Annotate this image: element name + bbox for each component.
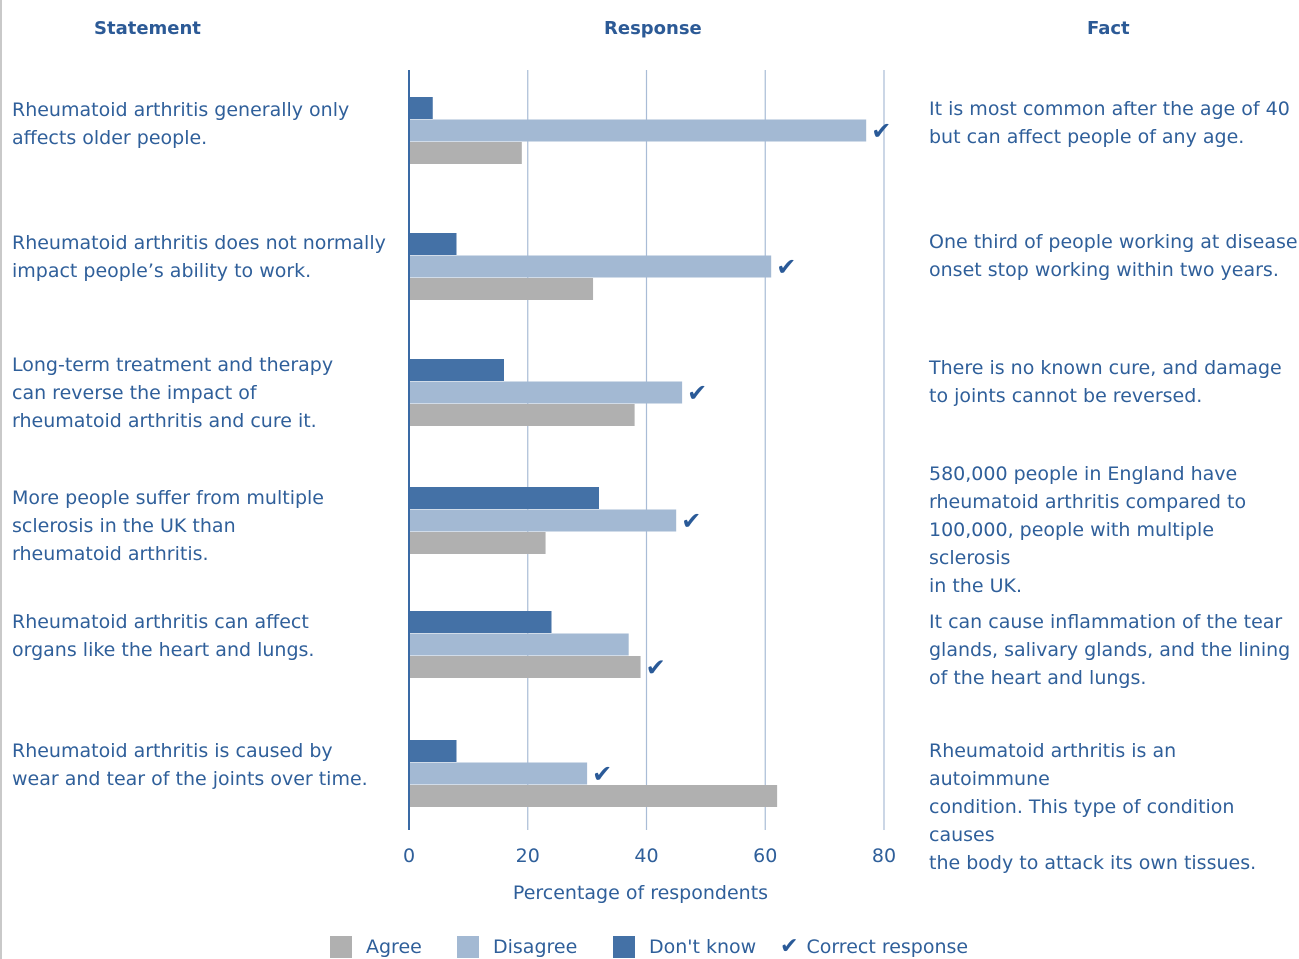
x-tick-label: 20 (516, 845, 540, 867)
bar-agree (409, 656, 641, 678)
fact-text-3: There is no known cure, and damage to jo… (929, 354, 1299, 410)
fact-line: 100,000, people with multiple sclerosis (929, 519, 1215, 569)
fact-line: It can cause inflammation of the tear (929, 611, 1283, 633)
statement-line: affects older people. (12, 127, 208, 149)
statement-line: can reverse the impact of (12, 382, 257, 404)
legend-correct: ✔ Correct response (780, 934, 968, 959)
fact-line: onset stop working within two years. (929, 259, 1279, 281)
bar-agree (409, 404, 635, 426)
check-icon: ✔ (780, 934, 799, 959)
bar-disagree (409, 255, 772, 278)
fact-text-4: 580,000 people in England have rheumatoi… (929, 460, 1299, 600)
bar-disagree (409, 119, 867, 142)
bar-agree (409, 785, 778, 807)
correct-check-icon: ✔ (646, 653, 666, 681)
fact-line: of the heart and lungs. (929, 667, 1147, 689)
fact-line: There is no known cure, and damage (929, 357, 1282, 379)
fact-line: rheumatoid arthritis compared to (929, 491, 1247, 513)
correct-check-icon: ✔ (592, 760, 612, 788)
statement-line: Long-term treatment and therapy (12, 354, 334, 376)
x-tick-label: 60 (753, 845, 777, 867)
statement-text-5: Rheumatoid arthritis can affect organs l… (12, 608, 397, 664)
legend-disagree-swatch (457, 935, 479, 958)
bar-dont-know (409, 359, 504, 381)
bar-dont-know (409, 611, 552, 633)
bar-dont-know (409, 97, 433, 119)
fact-text-1: It is most common after the age of 40 bu… (929, 95, 1299, 151)
legend-dont-know: Don't know (613, 934, 756, 959)
response-header: Response (604, 18, 702, 39)
fact-header: Fact (1087, 18, 1130, 39)
statement-line: More people suffer from multiple (12, 487, 324, 509)
statement-line: Rheumatoid arthritis is caused by (12, 740, 333, 762)
x-tick-label: 40 (634, 845, 658, 867)
fact-line: in the UK. (929, 575, 1022, 597)
fact-line: to joints cannot be reversed. (929, 385, 1203, 407)
bar-dont-know (409, 487, 599, 509)
fact-line: Rheumatoid arthritis is an autoimmune (929, 740, 1177, 790)
statement-text-2: Rheumatoid arthritis does not normally i… (12, 229, 397, 285)
bar-agree (409, 278, 594, 300)
fact-text-2: One third of people working at disease o… (929, 228, 1299, 284)
legend-disagree-label: Disagree (493, 935, 578, 958)
x-tick-label: 80 (872, 845, 896, 867)
bar-agree (409, 532, 546, 554)
fact-line: condition. This type of condition causes (929, 796, 1235, 846)
fact-text-6: Rheumatoid arthritis is an autoimmune co… (929, 737, 1299, 877)
legend-agree-swatch (330, 935, 352, 958)
statement-line: Rheumatoid arthritis can affect (12, 611, 309, 633)
fact-line: glands, salivary glands, and the lining (929, 639, 1291, 661)
fact-line: the body to attack its own tissues. (929, 852, 1257, 874)
statement-line: Rheumatoid arthritis generally only (12, 99, 350, 121)
bar-agree (409, 142, 522, 164)
statement-line: Rheumatoid arthritis does not normally (12, 232, 386, 254)
x-tick-label: 0 (403, 845, 415, 867)
legend-agree: Agree (330, 934, 422, 959)
bar-disagree (409, 381, 683, 404)
fact-line: 580,000 people in England have (929, 463, 1238, 485)
statement-text-1: Rheumatoid arthritis generally only affe… (12, 96, 397, 152)
statement-header: Statement (94, 18, 201, 39)
bar-dont-know (409, 233, 457, 255)
statement-line: rheumatoid arthritis. (12, 543, 209, 565)
correct-check-icon: ✔ (681, 507, 701, 535)
legend-dont-know-swatch (613, 935, 635, 958)
page-left-border (0, 0, 2, 959)
statement-text-6: Rheumatoid arthritis is caused by wear a… (12, 737, 397, 793)
statement-line: wear and tear of the joints over time. (12, 768, 368, 790)
legend-agree-label: Agree (366, 935, 422, 958)
bar-dont-know (409, 740, 457, 762)
fact-text-5: It can cause inflammation of the tear gl… (929, 608, 1299, 692)
correct-check-icon: ✔ (871, 117, 891, 145)
bar-disagree (409, 509, 677, 532)
statement-line: rheumatoid arthritis and cure it. (12, 410, 317, 432)
legend-disagree: Disagree (457, 934, 577, 959)
statement-text-4: More people suffer from multiple scleros… (12, 484, 397, 568)
fact-line: One third of people working at disease (929, 231, 1298, 253)
statement-text-3: Long-term treatment and therapy can reve… (12, 351, 397, 435)
statement-line: impact people’s ability to work. (12, 260, 312, 282)
correct-check-icon: ✔ (687, 379, 707, 407)
x-axis-label: Percentage of respondents (513, 882, 768, 904)
fact-line: It is most common after the age of 40 (929, 98, 1290, 120)
fact-line: but can affect people of any age. (929, 126, 1245, 148)
legend-dont-know-label: Don't know (649, 935, 757, 958)
statement-line: sclerosis in the UK than (12, 515, 236, 537)
bar-disagree (409, 762, 588, 785)
bar-disagree (409, 633, 629, 656)
legend-correct-label: Correct response (806, 935, 969, 958)
correct-check-icon: ✔ (776, 253, 796, 281)
statement-line: organs like the heart and lungs. (12, 639, 315, 661)
